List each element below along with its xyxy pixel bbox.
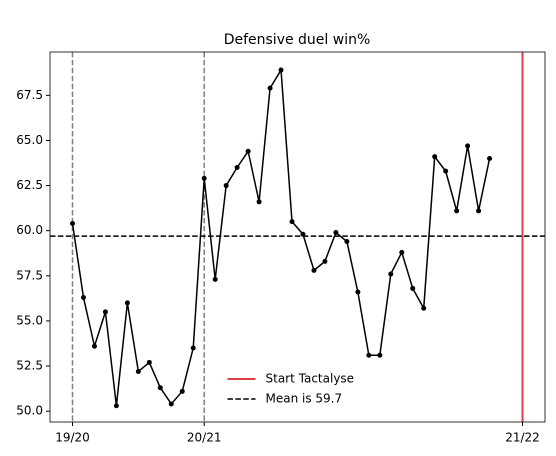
data-point bbox=[146, 359, 152, 365]
y-tick-label: 55.0 bbox=[16, 313, 43, 327]
data-point bbox=[190, 345, 196, 351]
data-point bbox=[157, 385, 163, 391]
data-point bbox=[168, 401, 174, 407]
data-point bbox=[388, 271, 394, 277]
data-point bbox=[223, 183, 229, 189]
data-point bbox=[300, 231, 306, 237]
y-tick-label: 50.0 bbox=[16, 404, 43, 418]
data-point bbox=[355, 289, 361, 295]
y-tick-label: 57.5 bbox=[16, 268, 43, 282]
data-point bbox=[267, 85, 273, 91]
data-point bbox=[377, 352, 383, 358]
data-point bbox=[201, 175, 207, 181]
data-point bbox=[476, 208, 482, 214]
data-point bbox=[113, 403, 119, 409]
data-point bbox=[289, 219, 295, 225]
y-tick-label: 60.0 bbox=[16, 223, 43, 237]
data-point bbox=[179, 388, 185, 394]
data-point bbox=[91, 343, 97, 349]
data-point bbox=[366, 352, 372, 358]
data-point bbox=[80, 294, 86, 300]
y-tick-label: 62.5 bbox=[16, 178, 43, 192]
legend-label: Mean is 59.7 bbox=[266, 392, 343, 406]
data-point bbox=[333, 229, 339, 235]
data-point bbox=[102, 309, 108, 315]
data-point bbox=[256, 199, 262, 205]
data-point bbox=[124, 300, 130, 306]
data-point bbox=[278, 67, 284, 73]
x-tick-label: 21/22 bbox=[505, 431, 540, 445]
data-point bbox=[234, 165, 240, 171]
chart-title: Defensive duel win% bbox=[224, 32, 371, 48]
data-point bbox=[410, 285, 416, 291]
x-tick-label: 20/21 bbox=[187, 431, 222, 445]
plot-frame bbox=[49, 51, 546, 423]
data-point bbox=[212, 276, 218, 282]
y-tick-label: 67.5 bbox=[16, 88, 43, 102]
legend-label: Start Tactalyse bbox=[266, 372, 355, 386]
data-point bbox=[311, 267, 317, 273]
data-line bbox=[71, 67, 491, 406]
legend-box bbox=[219, 366, 370, 412]
data-point bbox=[443, 168, 449, 174]
data-point bbox=[135, 368, 141, 374]
data-point bbox=[421, 305, 427, 311]
y-tick-label: 52.5 bbox=[16, 359, 43, 373]
data-point bbox=[245, 148, 251, 154]
y-tick-label: 65.0 bbox=[16, 133, 43, 147]
data-point bbox=[322, 258, 328, 264]
data-point bbox=[344, 239, 350, 245]
data-point bbox=[432, 154, 438, 160]
data-point bbox=[487, 155, 493, 161]
x-tick-label: 19/20 bbox=[55, 431, 90, 445]
data-point bbox=[70, 220, 75, 226]
data-point bbox=[465, 143, 471, 149]
data-point bbox=[399, 249, 405, 255]
data-point bbox=[454, 208, 460, 214]
